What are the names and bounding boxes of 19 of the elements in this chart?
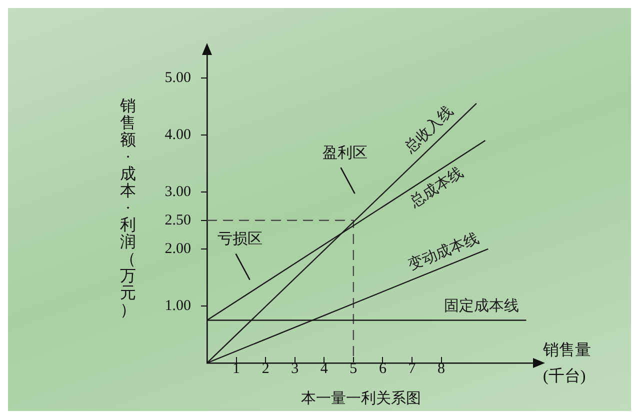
y-tick-label: 3.00 (164, 184, 191, 200)
y-tick-label: 4.00 (164, 126, 191, 143)
x-axis-title: 销售量 (千台) (542, 342, 591, 386)
series-label: 固定成本线 (444, 298, 520, 315)
y-tick-label: 5.00 (164, 70, 191, 86)
x-tick-label: 6 (378, 360, 387, 377)
text: 总成本线 (406, 164, 466, 212)
text: 总收入线 (400, 102, 456, 158)
x-tick-label: 8 (438, 360, 446, 377)
text: 本一量一利关系图 (301, 390, 421, 407)
y-tick-label: 1.00 (164, 298, 191, 314)
annotation: 亏损区 (217, 230, 262, 248)
y-tick-label: 2.00 (164, 240, 191, 257)
x-tick-label: 4 (320, 360, 328, 377)
text: 变动成本线 (406, 230, 482, 274)
annotation: 盈利区 (322, 144, 368, 162)
x-tick-label: 1 (232, 360, 240, 377)
text: 销售额·成本·利润（万元） (120, 98, 136, 320)
y-tick-label: 2.50 (164, 212, 191, 228)
